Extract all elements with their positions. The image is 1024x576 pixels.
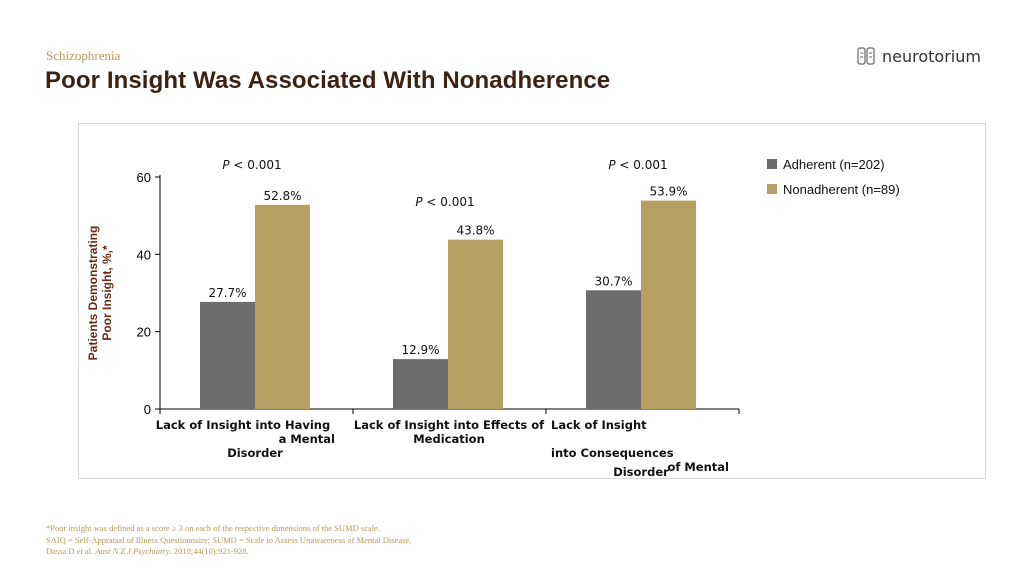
data-label: 12.9% bbox=[401, 343, 439, 357]
legend-label: Adherent (n=202) bbox=[783, 157, 885, 172]
page-title: Poor Insight Was Associated With Nonadhe… bbox=[45, 67, 611, 94]
y-tick-label: 20 bbox=[137, 325, 151, 340]
y-tick-label: 40 bbox=[137, 247, 151, 262]
p-value-label: P < 0.001 bbox=[608, 158, 667, 172]
brain-logo-icon bbox=[857, 47, 875, 65]
x-category-label: a Mental bbox=[279, 432, 335, 446]
x-category-label: Medication bbox=[413, 432, 485, 446]
x-category-label: of Mental bbox=[667, 460, 729, 474]
data-label: 52.8% bbox=[263, 189, 301, 203]
bar-chart: 0 20 40 60 Patients DemonstratingPoor Insigh… bbox=[86, 157, 900, 478]
y-axis-label: Patients DemonstratingPoor Insight, %,* bbox=[86, 226, 114, 361]
data-label: 30.7% bbox=[594, 274, 632, 288]
logo: neurotorium bbox=[856, 42, 981, 70]
x-category-label: Lack of Insight into Effects of bbox=[354, 418, 545, 432]
data-label: 43.8% bbox=[456, 224, 494, 238]
x-category-label: Lack of Insight into Having bbox=[156, 418, 330, 432]
bar-adherent-2 bbox=[393, 359, 448, 409]
logo-text: neurotorium bbox=[882, 46, 981, 66]
legend-swatch bbox=[767, 159, 777, 169]
category-label: Schizophrenia bbox=[46, 48, 121, 63]
footnote-abbreviations: SAIQ = Self-Appraisal of Illness Questio… bbox=[46, 534, 412, 545]
x-category-label: Lack of Insight bbox=[551, 418, 647, 432]
bar-nonadherent-3 bbox=[641, 200, 696, 409]
footnote-reference: Dassa D et al. Aust N Z J Psychiatry. 20… bbox=[46, 546, 249, 556]
bar-adherent-1 bbox=[200, 301, 255, 409]
bar-adherent-3 bbox=[586, 290, 641, 409]
p-value-label: P < 0.001 bbox=[415, 195, 474, 209]
x-category-label: into Consequences bbox=[551, 446, 674, 460]
y-tick-label: 60 bbox=[137, 170, 151, 185]
footnote-definition: *Poor insight was defined as a score ≥ 3… bbox=[46, 523, 380, 533]
x-category-label: Disorder bbox=[613, 465, 669, 478]
bar-nonadherent-1 bbox=[255, 204, 310, 409]
y-tick-label: 0 bbox=[144, 402, 151, 417]
legend-label: Nonadherent (n=89) bbox=[783, 182, 900, 197]
data-label: 53.9% bbox=[649, 185, 687, 199]
bar-nonadherent-2 bbox=[448, 239, 503, 409]
footnotes: *Poor insight was defined as a score ≥ 3… bbox=[46, 523, 411, 558]
x-category-label: Disorder bbox=[227, 446, 283, 460]
legend-swatch bbox=[767, 184, 777, 194]
chart-frame: 0 20 40 60 Patients DemonstratingPoor Insigh… bbox=[78, 123, 986, 479]
p-value-label: P < 0.001 bbox=[222, 158, 281, 172]
data-label: 27.7% bbox=[208, 286, 246, 300]
